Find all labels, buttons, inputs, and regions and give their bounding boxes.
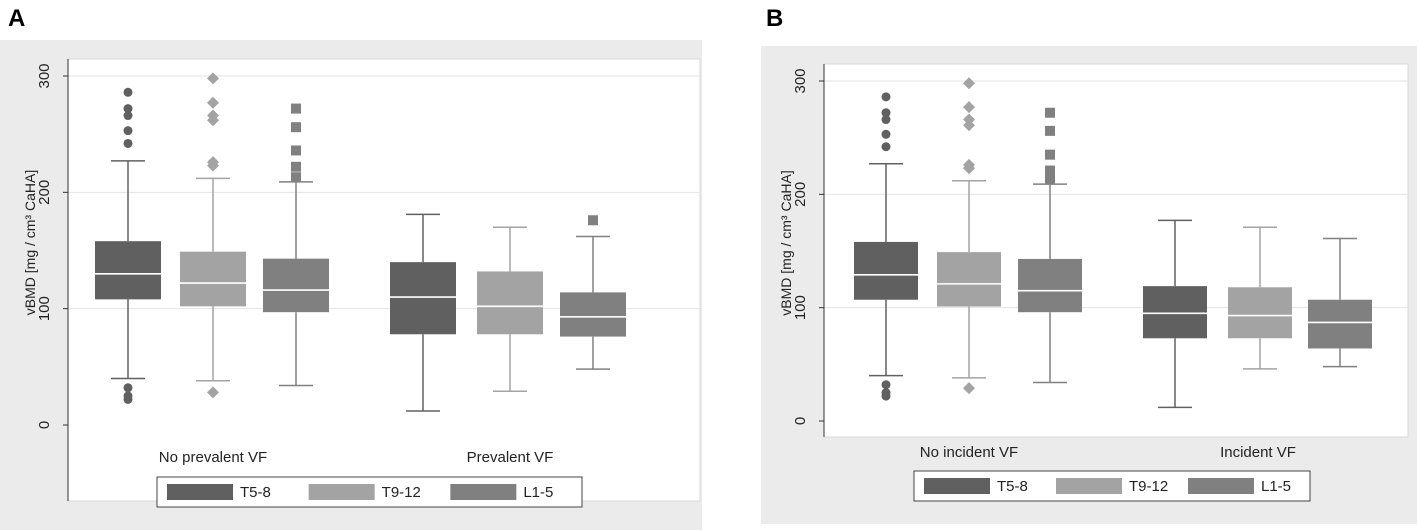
- box-T5-8: [854, 92, 918, 401]
- box-iqr: [180, 251, 246, 307]
- box-T5-8: [390, 213, 456, 412]
- y-tick-label: 0: [36, 421, 53, 429]
- box-iqr: [560, 292, 626, 337]
- y-axis-title: vBMD [mg / cm³ CaHA]: [778, 170, 794, 315]
- x-group-label: Incident VF: [1220, 444, 1296, 461]
- outlier-point: [123, 111, 133, 121]
- legend: T5-8 T9-12 L1-5: [156, 476, 583, 508]
- outlier-point: [207, 386, 219, 399]
- legend: T5-8 T9-12 L1-5: [913, 470, 1311, 502]
- chart-panel-B: B 0 100 200 300 vBMD [mg / cm³ CaHA] No incide…: [761, 5, 1417, 524]
- box-L1-5: [1308, 237, 1372, 368]
- y-tick-label: 100: [36, 296, 53, 321]
- legend-label: L1-5: [523, 484, 553, 501]
- y-tick-label: 200: [36, 180, 53, 205]
- outlier-point: [881, 391, 891, 401]
- outlier-point: [123, 394, 133, 404]
- outlier-point: [291, 103, 301, 114]
- outlier-point: [207, 96, 219, 109]
- box-iqr: [95, 241, 161, 300]
- box-T9-12: [180, 72, 246, 399]
- x-group-label: No incident VF: [920, 444, 1018, 461]
- panel-label: A: [8, 5, 25, 32]
- legend-label: T9-12: [382, 484, 421, 501]
- legend-swatch-T5-8: [924, 478, 990, 494]
- outlier-point: [291, 172, 301, 183]
- outlier-point: [881, 115, 891, 125]
- outlier-point: [123, 138, 133, 148]
- outlier-point: [207, 159, 219, 172]
- outlier-point: [291, 122, 301, 133]
- legend-label: T5-8: [240, 484, 271, 501]
- box-T5-8: [95, 87, 161, 404]
- outlier-point: [963, 101, 975, 114]
- outlier-point: [881, 380, 891, 390]
- outlier-point: [291, 161, 301, 172]
- legend-swatch-L1-5: [1188, 478, 1254, 494]
- box-iqr: [1228, 287, 1292, 339]
- box-T9-12: [1228, 226, 1292, 370]
- box-iqr: [263, 258, 329, 313]
- legend-label: T5-8: [997, 478, 1028, 495]
- box-L1-5: [560, 215, 626, 370]
- box-iqr: [477, 271, 543, 335]
- plot-area: [823, 63, 1409, 438]
- box-iqr: [390, 262, 456, 335]
- outlier-point: [123, 383, 133, 393]
- box-T9-12: [477, 226, 543, 393]
- outlier-point: [1045, 107, 1055, 118]
- outlier-point: [963, 382, 975, 395]
- box-T5-8: [1143, 219, 1207, 409]
- box-L1-5: [1018, 107, 1082, 384]
- legend-swatch-T9-12: [1056, 478, 1122, 494]
- outlier-point: [963, 77, 975, 90]
- outlier-point: [1045, 174, 1055, 185]
- legend-label: L1-5: [1261, 478, 1291, 495]
- x-group-label: No prevalent VF: [159, 449, 267, 466]
- box-iqr: [1018, 258, 1082, 313]
- box-iqr: [937, 252, 1001, 307]
- panel-label: B: [766, 5, 783, 32]
- outlier-point: [963, 162, 975, 175]
- outlier-point: [291, 145, 301, 156]
- box-iqr: [1143, 286, 1207, 339]
- legend-swatch-T9-12: [308, 484, 375, 500]
- y-tick-label: 300: [36, 63, 53, 88]
- y-tick-label: 100: [792, 295, 809, 320]
- outlier-point: [1045, 165, 1055, 176]
- outlier-point: [207, 72, 219, 85]
- outlier-point: [881, 142, 891, 152]
- outlier-point: [1045, 125, 1055, 136]
- outlier-point: [123, 126, 133, 136]
- box-T9-12: [937, 77, 1001, 395]
- chart-panel-A: A 0 100 200 300 vBMD [mg / cm³ CaHA] No preval…: [0, 5, 702, 530]
- y-tick-label: 300: [792, 68, 809, 93]
- legend-swatch-L1-5: [450, 484, 517, 500]
- outlier-point: [1045, 149, 1055, 160]
- outlier-point: [881, 108, 891, 118]
- box-iqr: [1308, 299, 1372, 349]
- outlier-point: [963, 119, 975, 132]
- legend-swatch-T5-8: [167, 484, 233, 500]
- outlier-point: [207, 114, 219, 127]
- outlier-point: [881, 92, 891, 102]
- outlier-point: [881, 129, 891, 139]
- y-tick-label: 200: [792, 182, 809, 207]
- legend-label: T9-12: [1129, 478, 1168, 495]
- outlier-point: [588, 215, 598, 226]
- outlier-point: [123, 104, 133, 114]
- box-L1-5: [263, 103, 329, 387]
- outlier-point: [123, 87, 133, 97]
- plot-area: [67, 58, 701, 502]
- x-group-label: Prevalent VF: [467, 449, 554, 466]
- y-tick-label: 0: [792, 417, 809, 425]
- box-iqr: [854, 241, 918, 300]
- y-axis-title: vBMD [mg / cm³ CaHA]: [22, 170, 38, 315]
